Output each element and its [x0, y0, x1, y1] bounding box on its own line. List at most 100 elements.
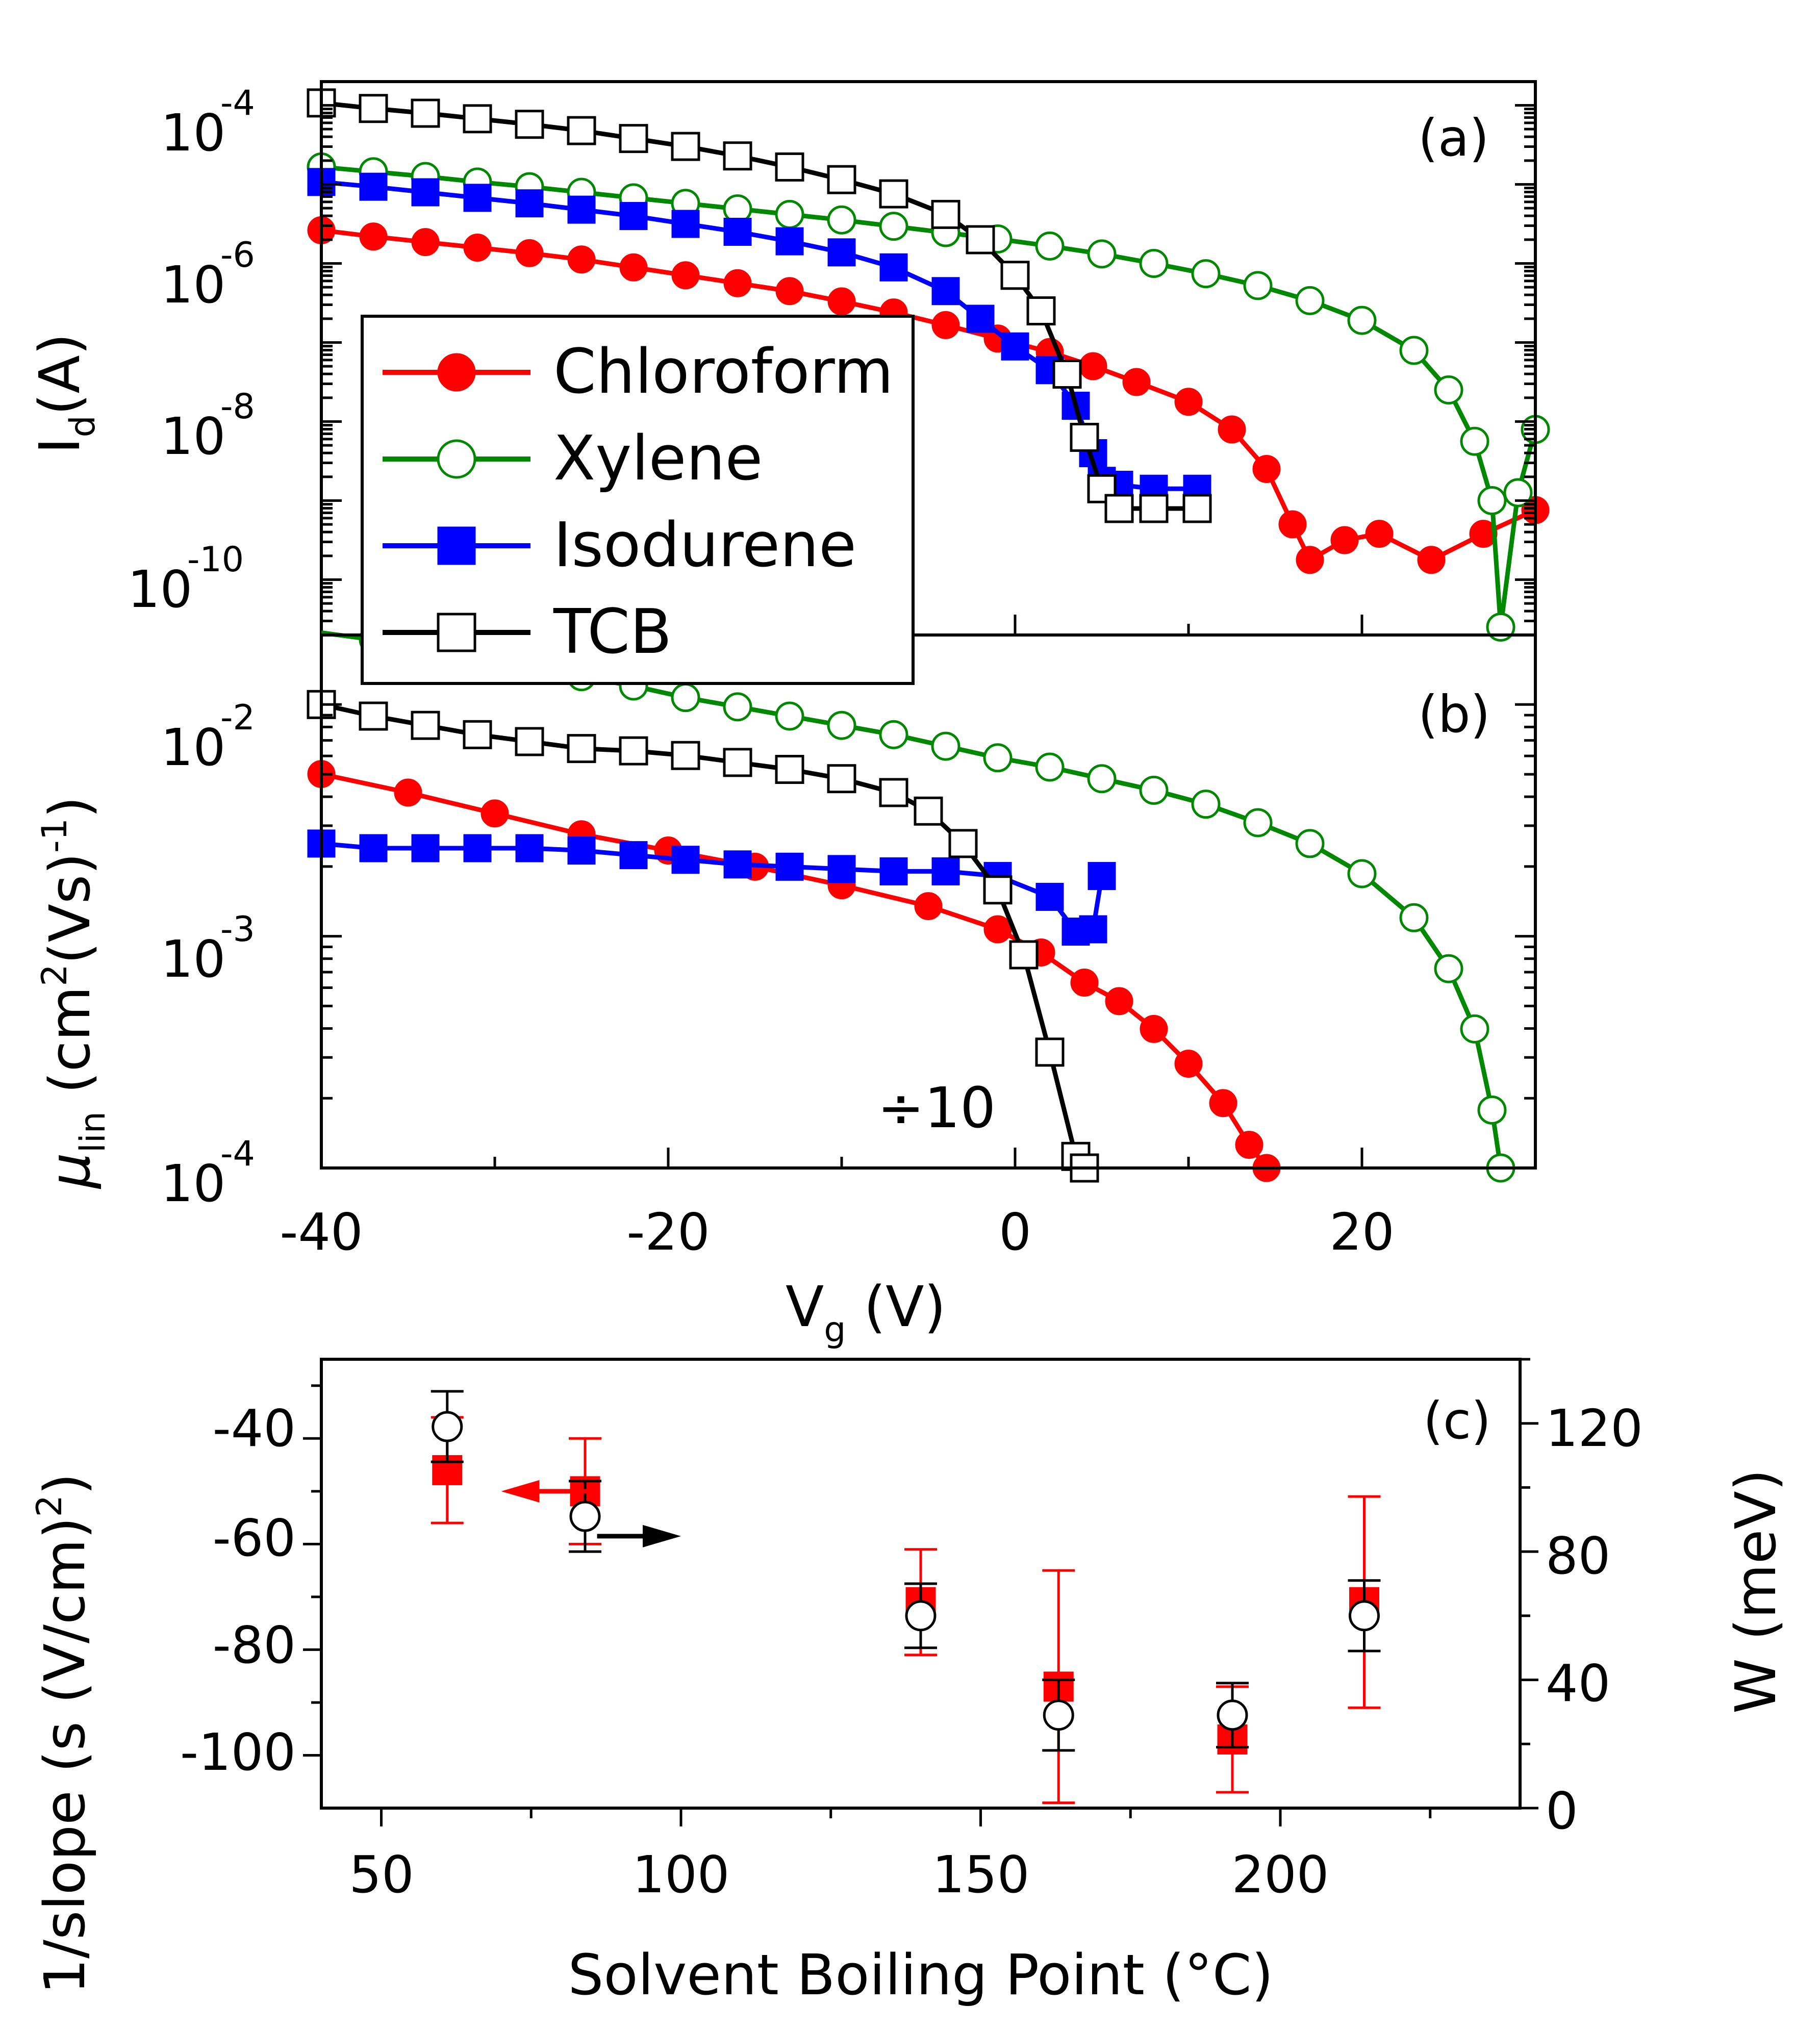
b-ylabel-close: )	[37, 796, 103, 818]
legend-marker-isodurene	[437, 526, 476, 565]
panel-c: (c) -40 -60 -80 -100 120 80 40 0 50 100 …	[30, 1358, 1788, 2008]
panel-c-series	[431, 1390, 1381, 1805]
a-marker-tcb	[1026, 296, 1056, 325]
b-marker-isodurene	[1088, 862, 1116, 891]
b-marker-chloroform	[394, 778, 422, 807]
a-marker-tcb	[775, 152, 804, 182]
b-marker-xylene	[1347, 859, 1377, 888]
b-marker-tcb	[879, 778, 908, 807]
legend-label-tcb: TCB	[553, 597, 672, 668]
a-marker-isodurene	[1001, 332, 1029, 361]
c-ylabel-sup: 2	[30, 1495, 70, 1517]
a-marker-tcb	[671, 132, 700, 161]
panel-b-xtick-labels: -40 -20 0 20	[280, 1202, 1394, 1262]
a-marker-xylene	[1139, 249, 1169, 278]
c-marker-W	[905, 1600, 937, 1632]
c-arrow-head-left	[501, 1480, 540, 1503]
b-marker-chloroform	[1140, 1014, 1168, 1043]
a-ylabel-main: I	[27, 438, 92, 454]
b-xtick-label: 20	[1329, 1202, 1394, 1262]
b-marker-xylene	[775, 701, 804, 731]
a-marker-xylene	[1347, 306, 1377, 335]
a-marker-tcb	[411, 98, 440, 128]
b-marker-tcb	[671, 741, 700, 770]
c-y2tick-label: 40	[1546, 1654, 1610, 1713]
a-marker-chloroform	[1252, 455, 1281, 483]
a-marker-isodurene	[879, 253, 908, 282]
b-marker-isodurene	[1079, 915, 1107, 944]
a-marker-isodurene	[567, 195, 596, 224]
b-marker-chloroform	[481, 799, 509, 828]
a-marker-chloroform	[723, 269, 752, 297]
panel-a: (a) 10 -4 10 -6 10 -8 10 -10 Id(A)	[27, 80, 1550, 642]
b-marker-isodurene	[619, 841, 648, 870]
b-xlabel-tail: (V)	[846, 1274, 946, 1339]
panel-c-xtick-labels: 50 100 150 200	[349, 1845, 1329, 1904]
panel-b-xlabel: Vg (V)	[786, 1274, 946, 1350]
a-marker-tcb	[463, 104, 492, 134]
a-marker-isodurene	[515, 189, 544, 218]
b-ylabel-sup-neg1: -1	[35, 818, 75, 853]
b-marker-chloroform	[983, 915, 1012, 944]
a-marker-chloroform	[1417, 546, 1446, 574]
b-marker-xylene	[1434, 954, 1463, 983]
a-ytick-exp: -6	[220, 235, 255, 275]
a-ytick-exp: -10	[187, 540, 244, 580]
a-marker-chloroform	[1122, 368, 1151, 396]
a-marker-isodurene	[671, 210, 700, 238]
a-ylabel-sub: d	[63, 415, 103, 437]
b-ylabel-mid: (Vs)	[37, 853, 103, 964]
b-marker-chloroform	[914, 892, 943, 921]
a-marker-xylene	[1477, 486, 1507, 515]
a-marker-chloroform	[1278, 510, 1307, 539]
b-marker-xylene	[1035, 752, 1065, 782]
b-marker-tcb	[1009, 940, 1039, 970]
b-marker-isodurene	[567, 836, 596, 865]
a-marker-isodurene	[775, 227, 804, 256]
panel-c-y2tick-labels: 120 80 40 0	[1546, 1399, 1643, 1841]
b-xtick-label: -40	[280, 1202, 363, 1262]
a-marker-isodurene	[359, 172, 388, 201]
b-marker-xylene	[1399, 903, 1429, 932]
a-marker-isodurene	[411, 178, 440, 207]
b-marker-xylene	[671, 683, 700, 713]
b-marker-chloroform	[1070, 969, 1099, 997]
b-marker-xylene	[1243, 808, 1273, 837]
a-marker-xylene	[1035, 231, 1065, 261]
a-marker-xylene	[775, 199, 804, 229]
panel-c-ylabel: 1/slope (s (V/cm)2)	[30, 1473, 97, 1994]
a-marker-isodurene	[966, 304, 995, 333]
b-annotation-div10: ÷10	[877, 1075, 996, 1140]
b-ylabel-sup2: 2	[35, 964, 75, 986]
b-marker-isodurene	[931, 857, 960, 885]
b-marker-xylene	[1460, 1014, 1489, 1044]
c-ytick-label: -40	[213, 1399, 296, 1458]
b-ytick-base: 10	[161, 929, 225, 989]
a-line-tcb	[321, 100, 1197, 511]
b-ytick-base: 10	[161, 718, 225, 777]
panel-c-label: (c)	[1423, 1391, 1491, 1451]
c-marker-W	[432, 1411, 463, 1442]
b-marker-tcb	[567, 734, 596, 764]
panel-b-ylabel: μlin (cm2(Vs)-1)	[35, 796, 113, 1189]
b-marker-isodurene	[671, 846, 700, 874]
a-marker-chloroform	[1218, 415, 1246, 444]
a-ytick-exp: -4	[220, 83, 255, 123]
a-marker-xylene	[827, 205, 856, 235]
panel-a-series	[307, 88, 1550, 642]
b-xtick-label: -20	[626, 1202, 710, 1262]
a-marker-isodurene	[463, 184, 492, 212]
a-marker-isodurene	[931, 277, 960, 306]
panel-c-ticks	[303, 1358, 1538, 1826]
b-marker-tcb	[515, 727, 544, 756]
a-marker-xylene	[1503, 478, 1533, 507]
c-ytick-label: -100	[180, 1722, 296, 1782]
b-marker-isodurene	[879, 857, 908, 885]
a-marker-chloroform	[515, 239, 544, 267]
a-marker-tcb	[515, 110, 544, 139]
a-marker-tcb	[723, 141, 752, 171]
a-marker-chloroform	[775, 277, 804, 306]
legend: Chloroform Xylene Isodurene TCB	[361, 315, 915, 685]
a-marker-tcb	[359, 94, 388, 123]
c-arrow-head-right	[643, 1525, 681, 1547]
